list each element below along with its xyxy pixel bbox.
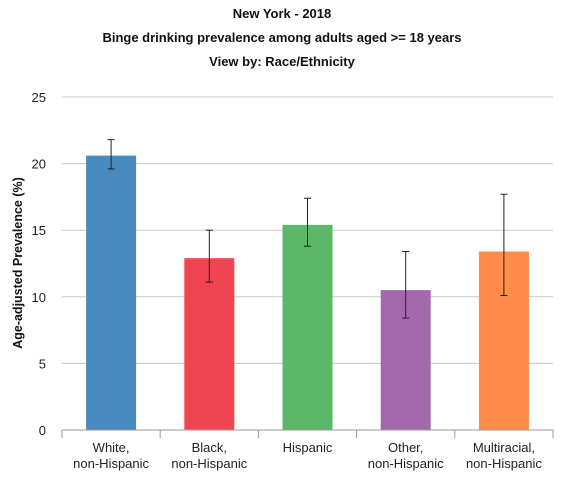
y-tick-label: 10 xyxy=(32,290,46,305)
chart-title-line-2: Binge drinking prevalence among adults a… xyxy=(102,30,461,45)
chart-title-line-3: View by: Race/Ethnicity xyxy=(209,54,355,69)
chart-title: New York - 2018 Binge drinking prevalenc… xyxy=(102,6,461,69)
bar xyxy=(282,224,333,430)
error-bar xyxy=(107,139,115,170)
y-tick-label: 25 xyxy=(32,90,46,105)
error-bars xyxy=(107,139,508,319)
chart-title-line-1: New York - 2018 xyxy=(233,6,332,21)
error-bar xyxy=(304,197,311,247)
x-category-label: White, non-Hispanic xyxy=(73,440,149,471)
y-tick-label: 0 xyxy=(39,423,46,438)
x-category-label: Other, non-Hispanic xyxy=(368,440,444,471)
error-bar xyxy=(402,251,410,319)
x-category-label: Black, non-Hispanic xyxy=(171,440,247,471)
error-bar xyxy=(500,193,508,296)
bar xyxy=(86,155,137,430)
x-axis-categories: White, non-Hispanic Black, non-Hispanic Hisp… xyxy=(73,440,542,471)
x-category-label: Hispanic xyxy=(283,440,333,455)
x-axis xyxy=(61,429,554,438)
x-category-label: Multiracial, non-Hispanic xyxy=(466,440,542,471)
error-bar xyxy=(205,229,213,283)
bars xyxy=(86,155,529,430)
bar xyxy=(184,258,235,430)
y-tick-label: 5 xyxy=(39,356,46,371)
y-axis-ticks: 0 5 10 15 20 25 xyxy=(32,90,46,438)
y-tick-label: 15 xyxy=(32,223,46,238)
y-axis-label: Age-adjusted Prevalence (%) xyxy=(11,177,25,349)
y-tick-label: 20 xyxy=(32,157,46,172)
